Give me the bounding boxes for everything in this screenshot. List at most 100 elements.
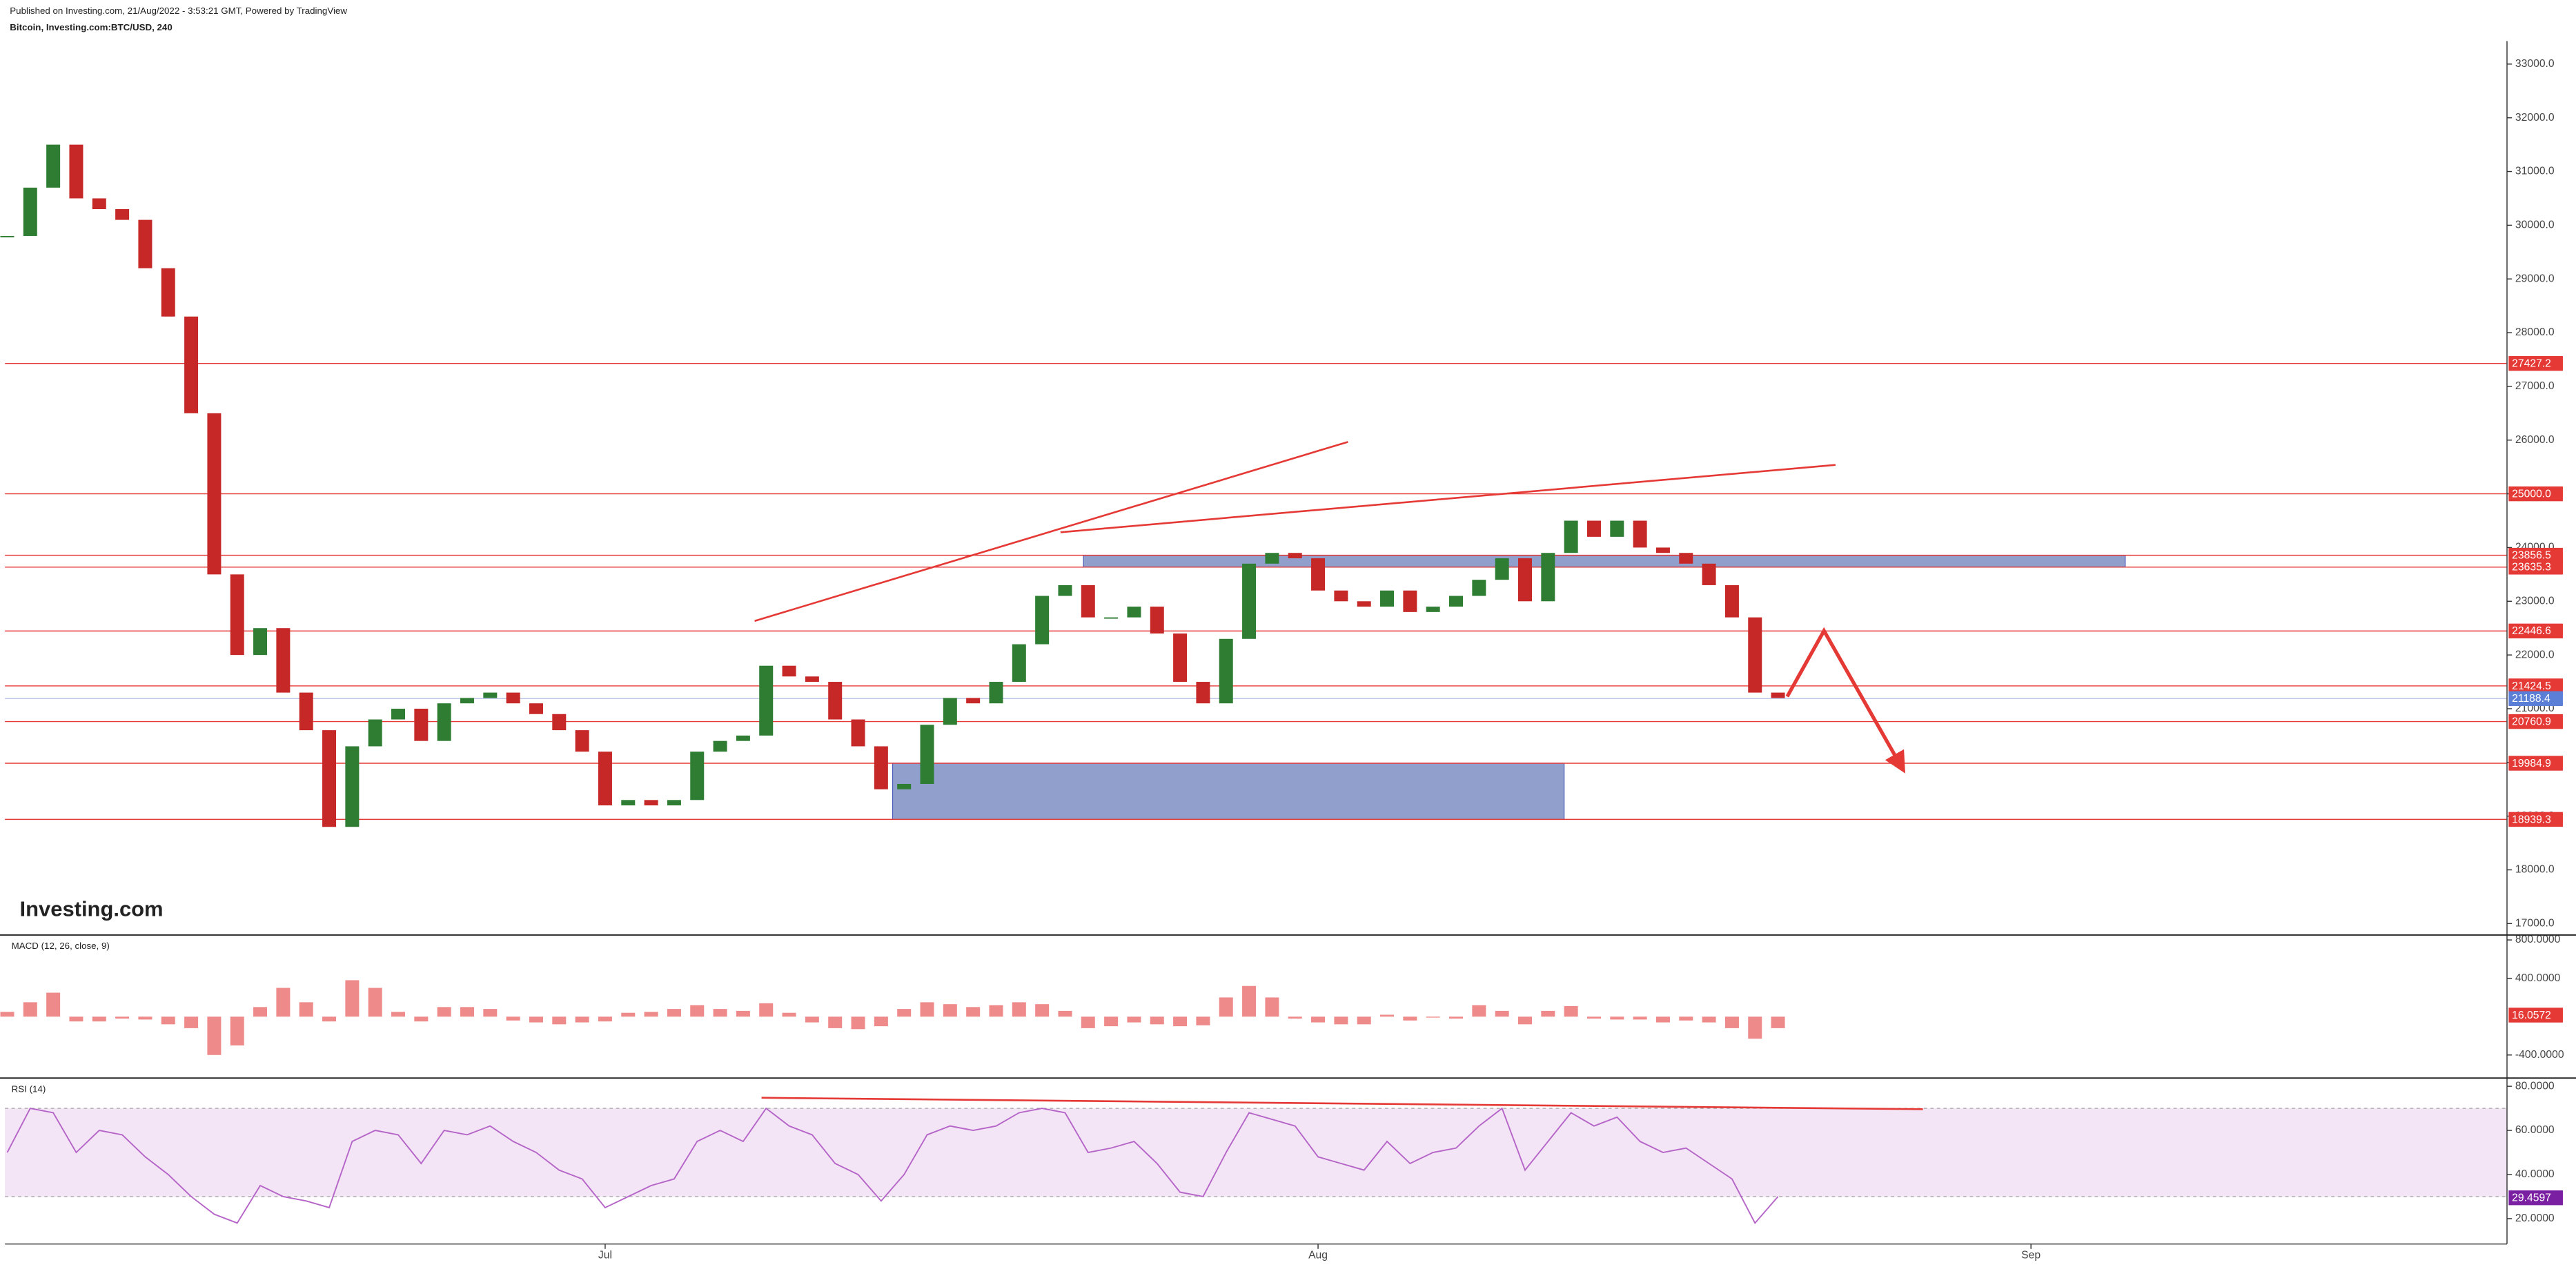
- candle: [1334, 590, 1348, 602]
- macd-bar: [460, 1007, 474, 1017]
- y-tick-label: -400.0000: [2515, 1049, 2564, 1061]
- macd-bar: [1150, 1016, 1164, 1025]
- macd-bar: [0, 1012, 14, 1017]
- candle: [1472, 580, 1486, 596]
- macd-bar: [345, 980, 360, 1017]
- candle: [1495, 558, 1509, 580]
- candle: [1633, 520, 1647, 548]
- candle: [1748, 617, 1762, 693]
- macd-bar: [552, 1016, 567, 1025]
- value-tag-label: 29.4597: [2512, 1192, 2551, 1204]
- candle: [552, 714, 567, 731]
- candle: [437, 703, 451, 741]
- macd-bar: [1564, 1005, 1578, 1017]
- panel-title: RSI (14): [12, 1083, 46, 1094]
- candle: [1219, 638, 1233, 704]
- candle: [621, 800, 636, 806]
- y-tick-label: 60.0000: [2515, 1124, 2555, 1136]
- candle: [851, 719, 865, 747]
- macd-bar: [1081, 1016, 1095, 1028]
- candle: [483, 692, 498, 698]
- value-tag-label: 19984.9: [2512, 758, 2551, 769]
- macd-bar: [1633, 1016, 1647, 1020]
- macd-bar: [414, 1016, 429, 1022]
- macd-bar: [92, 1016, 106, 1022]
- rsi-band: [5, 1108, 2508, 1197]
- candle: [1058, 585, 1072, 596]
- candle: [644, 800, 658, 806]
- candle: [1771, 692, 1785, 698]
- value-tag: [2508, 560, 2563, 575]
- macd-bar: [1655, 1016, 1670, 1023]
- candle: [23, 187, 37, 236]
- macd-bar: [115, 1016, 130, 1019]
- macd-bar: [276, 988, 291, 1017]
- macd-bar: [230, 1016, 244, 1045]
- candle: [1265, 553, 1279, 564]
- macd-bar: [1127, 1016, 1141, 1023]
- candle: [966, 698, 981, 704]
- y-tick-label: 31000.0: [2515, 166, 2555, 177]
- macd-bar: [851, 1016, 865, 1030]
- macd-bar: [897, 1009, 912, 1017]
- candle: [989, 682, 1003, 704]
- candle: [345, 746, 360, 827]
- macd-bar: [782, 1012, 796, 1017]
- candle: [322, 730, 337, 827]
- candle: [299, 692, 313, 731]
- watermark: Investing.com: [20, 896, 164, 921]
- candle: [713, 740, 727, 752]
- macd-bar: [1449, 1016, 1464, 1019]
- macd-bar: [1265, 997, 1279, 1017]
- candle: [1127, 607, 1141, 618]
- candle: [1541, 553, 1555, 602]
- candle: [1702, 563, 1716, 585]
- macd-bar: [1748, 1016, 1762, 1039]
- rsi-line: [6, 1107, 1779, 1225]
- y-tick-label: 80.0000: [2515, 1080, 2555, 1092]
- candle: [161, 268, 175, 317]
- candle: [1610, 520, 1624, 537]
- candle: [92, 198, 106, 210]
- candle: [575, 730, 589, 752]
- macd-bar: [138, 1016, 153, 1020]
- x-tick-label: Sep: [2021, 1249, 2041, 1261]
- macd-bar: [1426, 1016, 1440, 1018]
- candle: [230, 574, 244, 656]
- macd-bar: [1219, 997, 1233, 1017]
- candle: [667, 800, 681, 806]
- candle: [276, 628, 291, 693]
- candle: [506, 692, 520, 704]
- macd-bar: [1403, 1016, 1417, 1021]
- macd-bar: [184, 1016, 199, 1028]
- candle: [1035, 596, 1050, 645]
- macd-bar: [598, 1016, 612, 1022]
- macd-bar: [437, 1007, 451, 1017]
- macd-bar: [1517, 1016, 1532, 1025]
- candle: [759, 665, 774, 736]
- candle: [1104, 617, 1119, 619]
- macd-bar: [966, 1007, 981, 1017]
- trendline: [1060, 464, 1836, 533]
- y-tick-label: 20.0000: [2515, 1212, 2555, 1224]
- macd-bar: [1311, 1016, 1326, 1023]
- macd-bar: [1288, 1016, 1302, 1019]
- macd-bar: [23, 1002, 37, 1017]
- plot-layer: 17000.018000.019000.020000.021000.022000…: [0, 58, 2564, 1261]
- macd-bar: [1173, 1016, 1188, 1027]
- candle: [1586, 520, 1601, 537]
- macd-bar: [1035, 1004, 1050, 1017]
- value-tag-label: 25000.0: [2512, 488, 2551, 500]
- y-tick-label: 32000.0: [2515, 112, 2555, 124]
- y-tick-label: 23000.0: [2515, 595, 2555, 607]
- candle: [138, 219, 153, 268]
- candle: [1517, 558, 1532, 602]
- trendline: [754, 441, 1348, 622]
- y-tick-label: 26000.0: [2515, 434, 2555, 446]
- macd-bar: [506, 1016, 520, 1021]
- macd-bar: [989, 1005, 1003, 1017]
- macd-bar: [207, 1016, 222, 1055]
